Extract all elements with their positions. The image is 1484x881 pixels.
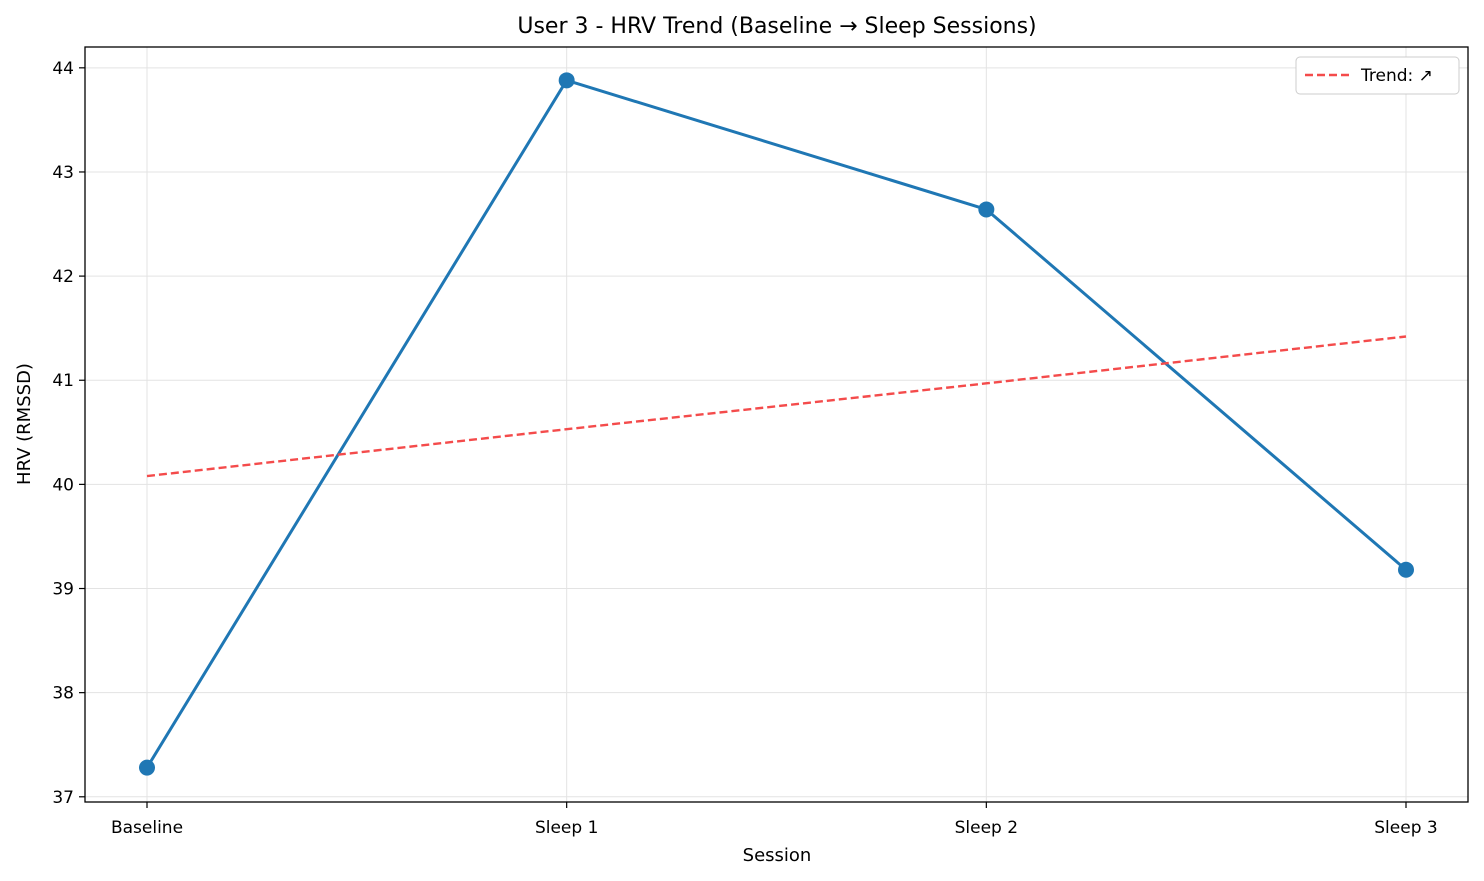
y-tick-label: 39 [52, 580, 74, 600]
x-tick-label: Baseline [111, 818, 183, 838]
y-axis-ticks: 37 38 39 40 41 42 43 44 [52, 59, 85, 808]
trend-line [146, 335, 1407, 478]
legend-trend-label: Trend: ↗ [1360, 66, 1433, 86]
x-tick-label: Sleep 2 [955, 818, 1018, 838]
grid [85, 47, 1468, 802]
hrv-series-line [145, 78, 1407, 769]
y-tick-label: 38 [52, 684, 74, 704]
y-tick-label: 40 [52, 475, 74, 495]
chart-title: User 3 - HRV Trend (Baseline → Sleep Ses… [517, 14, 1036, 39]
legend: Trend: ↗ [1295, 56, 1460, 95]
series-layer [139, 72, 1414, 776]
y-tick-label: 42 [52, 267, 74, 287]
y-tick-label: 43 [52, 163, 74, 183]
y-tick-label: 37 [52, 788, 74, 808]
hrv-data-point [558, 72, 575, 89]
plot-frame [84, 46, 1469, 803]
y-axis-label: HRV (RMSSD) [14, 363, 35, 485]
y-tick-label: 41 [52, 371, 74, 391]
x-tick-label: Sleep 1 [535, 818, 598, 838]
hrv-data-point [978, 201, 995, 218]
hrv-data-point [1398, 561, 1414, 578]
y-tick-label: 44 [52, 59, 74, 79]
x-tick-label: Sleep 3 [1374, 818, 1437, 838]
hrv-data-point [139, 759, 155, 776]
x-axis-label: Session [743, 845, 812, 866]
x-axis-ticks: Baseline Sleep 1 Sleep 2 Sleep 3 [111, 802, 1438, 838]
legend-box [1295, 56, 1460, 95]
